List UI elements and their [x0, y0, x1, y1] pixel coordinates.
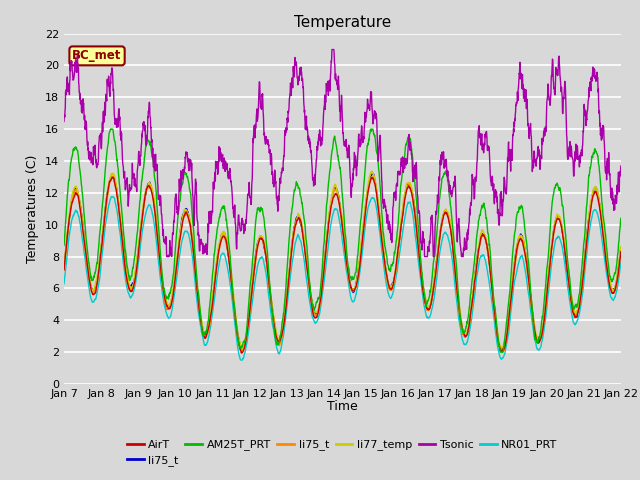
- Text: BC_met: BC_met: [72, 49, 122, 62]
- X-axis label: Time: Time: [327, 400, 358, 413]
- Title: Temperature: Temperature: [294, 15, 391, 30]
- Legend: AirT, li75_t, AM25T_PRT, li75_t, li77_temp, Tsonic, NR01_PRT: AirT, li75_t, AM25T_PRT, li75_t, li77_te…: [123, 435, 562, 470]
- Y-axis label: Temperatures (C): Temperatures (C): [26, 155, 39, 263]
